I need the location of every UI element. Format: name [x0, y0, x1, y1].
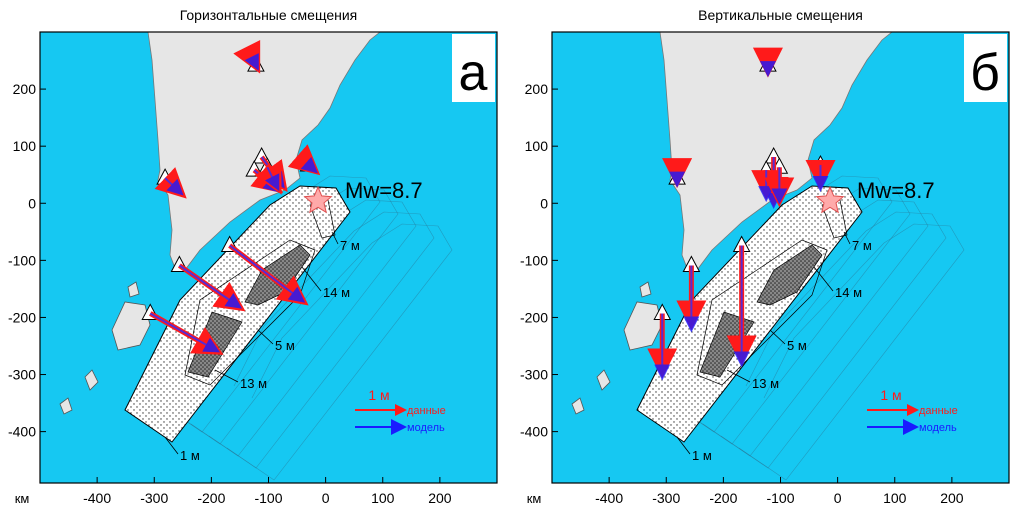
- model-arrow: [244, 53, 259, 71]
- contour-label: 5 м: [787, 338, 807, 353]
- contour-label: 13 м: [240, 376, 267, 391]
- legend-scale: 1 м: [880, 387, 901, 403]
- map-panel: Вертикальные смещения б -400 -300 -200 -100 0 1…: [520, 7, 1010, 506]
- slip-contour: [184, 239, 316, 386]
- x-tick-label: -200: [709, 490, 737, 506]
- contour-label: 5 м: [275, 338, 295, 353]
- leader-line: [676, 436, 691, 455]
- x-tick-label: 0: [834, 490, 842, 506]
- x-tick-label: 100: [883, 490, 907, 506]
- legend-scale: 1 м: [368, 387, 389, 403]
- x-tick-label: -200: [197, 490, 225, 506]
- y-tick-label: 0: [540, 195, 548, 211]
- axis-unit: км: [527, 491, 542, 506]
- bathymetry-contour: [720, 211, 947, 469]
- leader-line: [214, 369, 239, 383]
- legend-model: модель: [919, 422, 957, 434]
- map-panel: Горизонтальные смещения а -400 -300 -200 -100…: [8, 7, 498, 506]
- panel-letter: б: [970, 44, 1000, 102]
- y-tick-label: 100: [525, 138, 549, 154]
- x-tick-label: -100: [254, 490, 282, 506]
- contour-label: 1 м: [692, 448, 712, 463]
- x-tick-label: -100: [766, 490, 794, 506]
- legend-data: данные: [919, 405, 958, 417]
- contour-label: 7 м: [852, 238, 872, 253]
- leader-line: [331, 231, 339, 245]
- model-arrow: [264, 166, 280, 192]
- contour-label: 7 м: [340, 238, 360, 253]
- leader-line: [726, 369, 751, 383]
- y-tick-label: -400: [520, 424, 548, 440]
- island: [111, 301, 151, 351]
- x-tick-label: 200: [940, 490, 964, 506]
- y-tick-label: 0: [28, 195, 36, 211]
- model-arrow: [164, 177, 184, 196]
- slip-contour: [696, 239, 828, 386]
- model-arrow: [149, 312, 220, 353]
- legend-model: модель: [407, 422, 445, 434]
- x-tick-label: 0: [322, 490, 330, 506]
- contour-label: 14 м: [835, 285, 862, 300]
- y-tick-label: 100: [13, 138, 37, 154]
- panel-title: Вертикальные смещения: [698, 7, 863, 23]
- island: [571, 397, 585, 415]
- x-tick-label: -300: [140, 490, 168, 506]
- island: [59, 397, 73, 415]
- panel-letter: а: [459, 44, 488, 102]
- model-arrow: [229, 244, 306, 303]
- bathymetry-contour: [738, 223, 965, 481]
- island: [639, 281, 652, 298]
- magnitude-label: Mw=8.7: [857, 178, 935, 203]
- contour-label: 13 м: [752, 376, 779, 391]
- legend-data: данные: [407, 405, 446, 417]
- island: [84, 369, 99, 391]
- letter-box: [964, 34, 1007, 102]
- leader-line: [843, 231, 851, 245]
- x-tick-label: -400: [83, 490, 111, 506]
- epicenter-star: [303, 185, 333, 214]
- bathymetry-contour: [208, 211, 435, 469]
- x-tick-label: -400: [595, 490, 623, 506]
- letter-box: [452, 34, 495, 102]
- magnitude-label: Mw=8.7: [345, 178, 423, 203]
- leader-line: [813, 266, 834, 292]
- x-tick-label: -300: [652, 490, 680, 506]
- y-tick-label: -300: [8, 367, 36, 383]
- y-tick-label: -300: [520, 367, 548, 383]
- model-arrow: [300, 156, 318, 174]
- y-tick-label: 200: [525, 81, 549, 97]
- leader-line: [301, 266, 322, 292]
- x-tick-label: 200: [428, 490, 452, 506]
- leader-line: [164, 436, 179, 455]
- island: [596, 369, 611, 391]
- y-tick-label: -200: [520, 309, 548, 325]
- y-tick-label: -100: [520, 252, 548, 268]
- y-tick-label: -100: [8, 252, 36, 268]
- y-tick-label: -400: [8, 424, 36, 440]
- x-tick-label: 100: [371, 490, 395, 506]
- model-arrow: [178, 264, 243, 309]
- y-tick-label: 200: [13, 81, 37, 97]
- leader-line: [257, 329, 274, 345]
- panel-title: Горизонтальные смещения: [180, 7, 357, 23]
- leader-line: [769, 329, 786, 345]
- island: [127, 281, 140, 298]
- contour-label: 14 м: [323, 285, 350, 300]
- contour-label: 1 м: [180, 448, 200, 463]
- epicenter-star: [815, 185, 845, 214]
- y-tick-label: -200: [8, 309, 36, 325]
- bathymetry-contour: [226, 223, 453, 481]
- axis-unit: км: [15, 491, 30, 506]
- slip-max: [756, 244, 823, 306]
